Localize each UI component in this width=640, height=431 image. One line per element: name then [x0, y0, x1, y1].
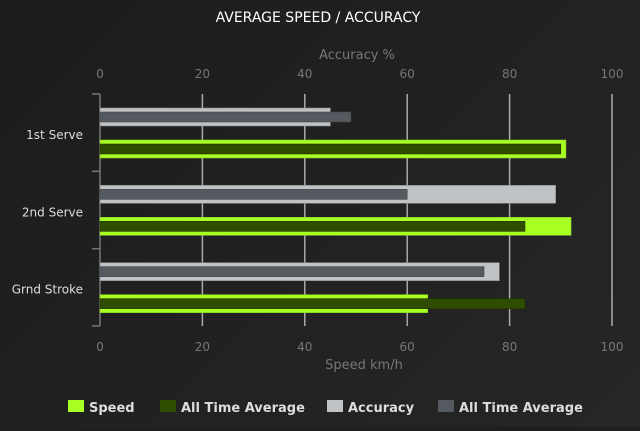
- category-label: 1st Serve: [26, 128, 83, 142]
- bottom-tick-label: 60: [400, 340, 415, 354]
- bottom-axis-label: Speed km/h: [325, 358, 403, 373]
- top-tick-label: 20: [195, 67, 210, 81]
- bar-accuracy-average: [99, 266, 485, 277]
- top-axis-label: Accuracy %: [319, 48, 395, 63]
- top-tick-label: 0: [96, 67, 104, 81]
- bar-speed-average: [99, 221, 526, 232]
- legend-swatch: [68, 400, 84, 412]
- bottom-tick-label: 40: [297, 340, 312, 354]
- top-tick-label: 80: [502, 67, 517, 81]
- legend-swatch: [160, 400, 176, 412]
- legend-label: All Time Average: [459, 401, 583, 416]
- category-label: Grnd Stroke: [12, 283, 83, 297]
- bar-speed-average: [99, 298, 526, 309]
- bar-accuracy-average: [99, 111, 352, 123]
- bar-accuracy-average: [99, 189, 408, 200]
- bar-speed-average: [99, 143, 562, 155]
- top-tick-label: 100: [601, 67, 624, 81]
- bottom-tick-label: 100: [601, 340, 624, 354]
- bottom-tick-label: 80: [502, 340, 517, 354]
- legend-swatch: [438, 400, 454, 412]
- category-label: 2nd Serve: [22, 205, 83, 219]
- bottom-tick-label: 20: [195, 340, 210, 354]
- legend-swatch: [327, 400, 343, 412]
- top-tick-label: 40: [297, 67, 312, 81]
- legend-label: Speed: [89, 401, 135, 416]
- bottom-tick-label: 0: [96, 340, 104, 354]
- legend-label: All Time Average: [181, 401, 305, 416]
- top-tick-label: 60: [400, 67, 415, 81]
- chart-title: AVERAGE SPEED / ACCURACY: [216, 10, 421, 26]
- legend-label: Accuracy: [348, 401, 415, 416]
